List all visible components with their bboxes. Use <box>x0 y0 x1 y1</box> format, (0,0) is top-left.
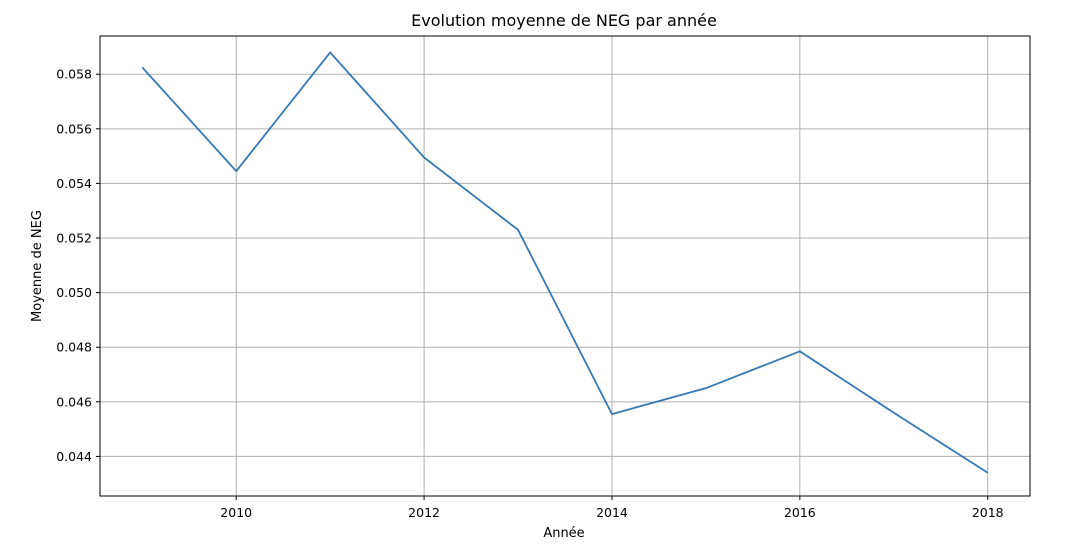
series-layer <box>141 51 989 474</box>
y-tick-label: 0.054 <box>56 176 92 191</box>
x-tick-label: 2012 <box>408 505 440 520</box>
x-tick-label: 2016 <box>784 505 816 520</box>
x-tick-label: 2018 <box>972 505 1004 520</box>
x-axis: 2010 2012 2014 2016 2018 <box>220 496 1004 520</box>
chart-title: Evolution moyenne de NEG par année <box>411 11 717 30</box>
series-line <box>141 51 989 474</box>
y-tick-label: 0.056 <box>56 121 92 136</box>
x-tick-label: 2010 <box>220 505 252 520</box>
y-tick-label: 0.048 <box>56 340 92 355</box>
y-tick-label: 0.046 <box>56 394 92 409</box>
y-tick-label: 0.058 <box>56 67 92 82</box>
x-tick-label: 2014 <box>596 505 628 520</box>
y-tick-label: 0.044 <box>56 449 92 464</box>
y-tick-label: 0.052 <box>56 231 92 246</box>
grid <box>100 36 1030 496</box>
x-axis-label: Année <box>543 526 584 541</box>
y-axis: 0.044 0.046 0.048 0.050 0.052 0.054 0.056 0.058 <box>56 67 100 464</box>
plot-frame <box>99 35 1031 497</box>
y-tick-label: 0.050 <box>56 285 92 300</box>
y-axis-label: Moyenne de NEG <box>30 210 45 322</box>
